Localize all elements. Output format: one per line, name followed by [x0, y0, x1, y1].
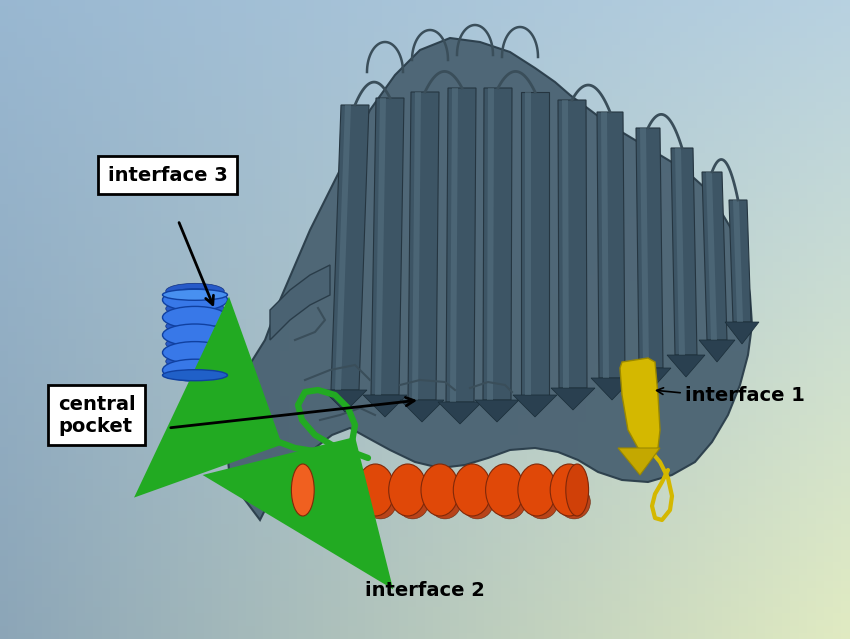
Ellipse shape [558, 485, 591, 519]
Polygon shape [450, 88, 458, 402]
Polygon shape [335, 105, 351, 390]
Polygon shape [733, 200, 743, 322]
Polygon shape [400, 400, 444, 422]
Ellipse shape [162, 370, 228, 381]
Polygon shape [331, 105, 369, 390]
Polygon shape [640, 128, 649, 368]
Polygon shape [671, 148, 697, 355]
Polygon shape [699, 340, 735, 362]
Polygon shape [729, 200, 751, 322]
Polygon shape [706, 172, 717, 340]
Polygon shape [363, 395, 407, 417]
Ellipse shape [162, 359, 228, 381]
Polygon shape [375, 98, 386, 395]
Ellipse shape [162, 306, 228, 328]
Ellipse shape [166, 283, 224, 298]
Polygon shape [446, 88, 476, 402]
Ellipse shape [166, 354, 224, 369]
Ellipse shape [162, 289, 228, 300]
Polygon shape [591, 378, 633, 400]
Ellipse shape [324, 464, 362, 516]
Ellipse shape [162, 289, 228, 311]
Ellipse shape [397, 485, 429, 519]
Polygon shape [483, 88, 512, 400]
Polygon shape [667, 355, 705, 377]
Polygon shape [725, 322, 759, 344]
Ellipse shape [388, 464, 427, 516]
Polygon shape [475, 400, 519, 422]
Ellipse shape [453, 464, 491, 516]
Ellipse shape [365, 485, 397, 519]
Polygon shape [323, 390, 367, 412]
Ellipse shape [162, 324, 228, 346]
Polygon shape [562, 100, 569, 388]
Polygon shape [438, 402, 482, 424]
Ellipse shape [332, 485, 365, 519]
Text: interface 3: interface 3 [108, 166, 228, 185]
Polygon shape [513, 395, 557, 417]
Polygon shape [270, 265, 330, 340]
Ellipse shape [421, 464, 459, 516]
Polygon shape [412, 92, 421, 400]
Text: interface 2: interface 2 [365, 580, 485, 599]
Ellipse shape [518, 464, 556, 516]
Polygon shape [636, 128, 663, 368]
Ellipse shape [429, 485, 462, 519]
Text: interface 1: interface 1 [685, 385, 805, 404]
Polygon shape [225, 38, 752, 520]
Ellipse shape [566, 464, 588, 516]
Polygon shape [675, 148, 685, 355]
Polygon shape [601, 112, 609, 378]
Polygon shape [558, 100, 587, 388]
Ellipse shape [462, 485, 494, 519]
Polygon shape [371, 98, 404, 395]
Ellipse shape [292, 464, 314, 516]
Ellipse shape [300, 485, 332, 519]
Polygon shape [487, 88, 494, 400]
Polygon shape [620, 358, 660, 452]
Ellipse shape [356, 464, 394, 516]
Polygon shape [408, 92, 439, 400]
Polygon shape [618, 448, 660, 475]
Ellipse shape [166, 336, 224, 351]
Ellipse shape [292, 464, 330, 516]
Polygon shape [551, 388, 595, 410]
Ellipse shape [485, 464, 524, 516]
Polygon shape [521, 92, 549, 395]
Text: central
pocket: central pocket [58, 394, 136, 436]
Ellipse shape [166, 318, 224, 334]
Polygon shape [702, 172, 727, 340]
Ellipse shape [550, 464, 588, 516]
Ellipse shape [526, 485, 558, 519]
Ellipse shape [162, 342, 228, 364]
Polygon shape [631, 368, 671, 390]
Ellipse shape [494, 485, 526, 519]
Ellipse shape [166, 301, 224, 316]
Polygon shape [525, 92, 531, 395]
Polygon shape [597, 112, 625, 378]
